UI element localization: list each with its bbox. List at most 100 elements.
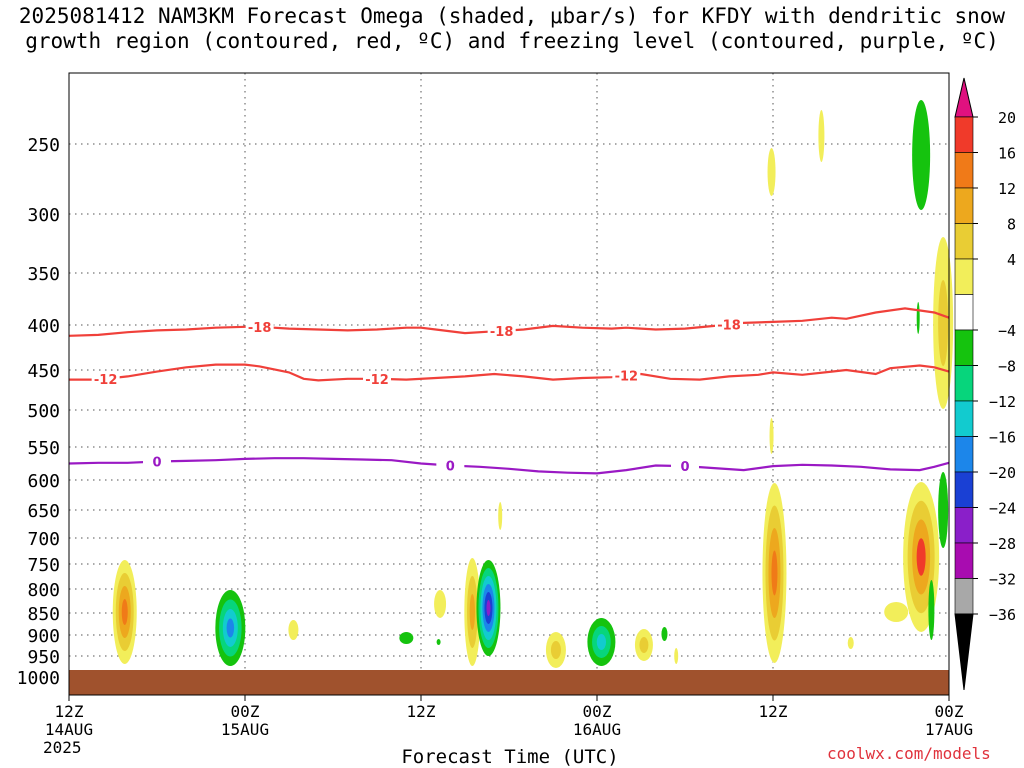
y-tick-label: 250 <box>27 135 60 156</box>
y-tick-label: 750 <box>27 555 60 576</box>
y-tick-label: 850 <box>27 604 60 625</box>
x-tick-label: 00Z <box>935 702 964 721</box>
contour-label: -12 <box>615 370 639 385</box>
x-tick-label: 2025 <box>43 738 82 757</box>
colorbar-segment <box>954 365 974 402</box>
contour-label: 0 <box>446 459 455 474</box>
chart-title-line-2: growth region (contoured, red, ºC) and f… <box>25 29 999 53</box>
ground-strip <box>69 670 949 695</box>
contour-label-bg <box>487 322 516 339</box>
omega-blob-18 <box>476 560 501 656</box>
x-tick-label: 00Z <box>231 702 260 721</box>
colorbar-segment <box>954 436 974 473</box>
omega-blob-12-layer-0 <box>769 418 774 454</box>
colorbar-label: 16 <box>998 145 1016 163</box>
x-tick-label: 00Z <box>583 702 612 721</box>
colorbar-segment <box>954 187 974 224</box>
contour-label: -18 <box>248 321 272 336</box>
contour-label: -18 <box>717 318 741 333</box>
x-tick-label: 17AUG <box>925 720 973 739</box>
contour-label-bg <box>245 318 274 335</box>
omega-blob-14-layer-0 <box>884 602 909 622</box>
colorbar-segment <box>954 116 974 153</box>
omega-blob-16-layer-0 <box>847 637 854 649</box>
colorbar-label: 12 <box>998 180 1016 198</box>
colorbar-segment <box>954 223 974 260</box>
omega-blob-25-layer-0 <box>928 580 935 640</box>
omega-blob-21 <box>661 627 668 641</box>
colorbar-segment <box>954 329 974 366</box>
omega-blob-25 <box>928 580 935 640</box>
contour-label-bg <box>143 453 171 470</box>
x-tick-label: 12Z <box>407 702 436 721</box>
omega-blob-26-layer-0 <box>916 302 920 334</box>
x-axis-label: Forecast Time (UTC) <box>401 746 619 768</box>
omega-blob-11 <box>818 110 825 162</box>
y-tick-label: 350 <box>27 264 60 285</box>
omega-blob-19-layer-2 <box>596 634 607 650</box>
plot-frame <box>68 72 950 696</box>
colorbar-segment <box>954 258 974 295</box>
omega-blob-9-layer-0 <box>498 502 503 530</box>
y-tick-label: 600 <box>27 471 60 492</box>
colorbar-segment <box>954 507 974 544</box>
omega-blob-14 <box>884 602 909 622</box>
contour-label-bg <box>715 316 743 333</box>
omega-blob-11-layer-0 <box>818 110 825 162</box>
omega-blob-17 <box>215 590 246 666</box>
omega-blob-5-layer-1 <box>550 641 561 659</box>
omega-blob-15-layer-0 <box>674 648 679 664</box>
contour-label: 0 <box>680 460 689 475</box>
credit-link[interactable]: coolwx.com/models <box>827 744 991 763</box>
omega-blob-13 <box>933 237 954 409</box>
y-tick-label: 550 <box>27 438 60 459</box>
y-tick-label: 300 <box>27 205 60 226</box>
colorbar-top-arrow <box>954 77 974 118</box>
colorbar-label: −16 <box>989 429 1016 447</box>
y-tick-label: 400 <box>27 316 60 337</box>
y-tick-label: 950 <box>27 647 60 668</box>
omega-blob-5 <box>545 632 566 668</box>
omega-blob-7 <box>288 620 299 640</box>
contour-label-bg <box>436 457 465 474</box>
omega-blob-6-layer-1 <box>639 637 649 653</box>
omega-blob-15 <box>674 648 679 664</box>
colorbar-segment <box>954 400 974 437</box>
contour-label: -12 <box>94 373 118 388</box>
y-tick-label: 1000 <box>17 668 60 689</box>
contour-label-bg <box>363 370 391 387</box>
contour-label-bg <box>91 370 120 387</box>
colorbar-segment <box>954 578 974 615</box>
x-tick-label: 16AUG <box>573 720 621 739</box>
omega-blob-19 <box>587 618 616 666</box>
colorbar-label: −28 <box>989 535 1016 553</box>
omega-blob-16 <box>847 637 854 649</box>
omega-blob-22-layer-0 <box>436 639 441 645</box>
omega-blob-18-layer-5 <box>486 600 491 616</box>
contour-line-1 <box>69 363 950 382</box>
colorbar-label: 4 <box>1007 251 1016 269</box>
omega-blob-24 <box>938 472 949 548</box>
omega-blob-12 <box>769 418 774 454</box>
contour-label: 0 <box>152 456 161 471</box>
omega-blob-22 <box>436 639 441 645</box>
y-tick-label: 700 <box>27 529 60 550</box>
omega-blob-1-layer-3 <box>121 599 128 625</box>
plot-area <box>69 73 949 695</box>
colorbar-label: −24 <box>989 500 1016 518</box>
omega-blob-9 <box>498 502 503 530</box>
contour-label-bg <box>671 458 699 475</box>
colorbar-label: −4 <box>998 322 1016 340</box>
omega-blob-20 <box>399 632 414 644</box>
colorbar-label: 20 <box>998 109 1016 127</box>
contour-label: -18 <box>490 325 514 340</box>
omega-blob-7-layer-0 <box>288 620 299 640</box>
omega-blob-3-layer-3 <box>916 538 926 576</box>
x-tick-label: 15AUG <box>221 720 269 739</box>
colorbar-segment <box>954 542 974 579</box>
omega-blob-1 <box>112 560 137 664</box>
omega-blob-6 <box>634 629 653 661</box>
colorbar-label: −32 <box>989 571 1016 589</box>
y-tick-label: 450 <box>27 361 60 382</box>
